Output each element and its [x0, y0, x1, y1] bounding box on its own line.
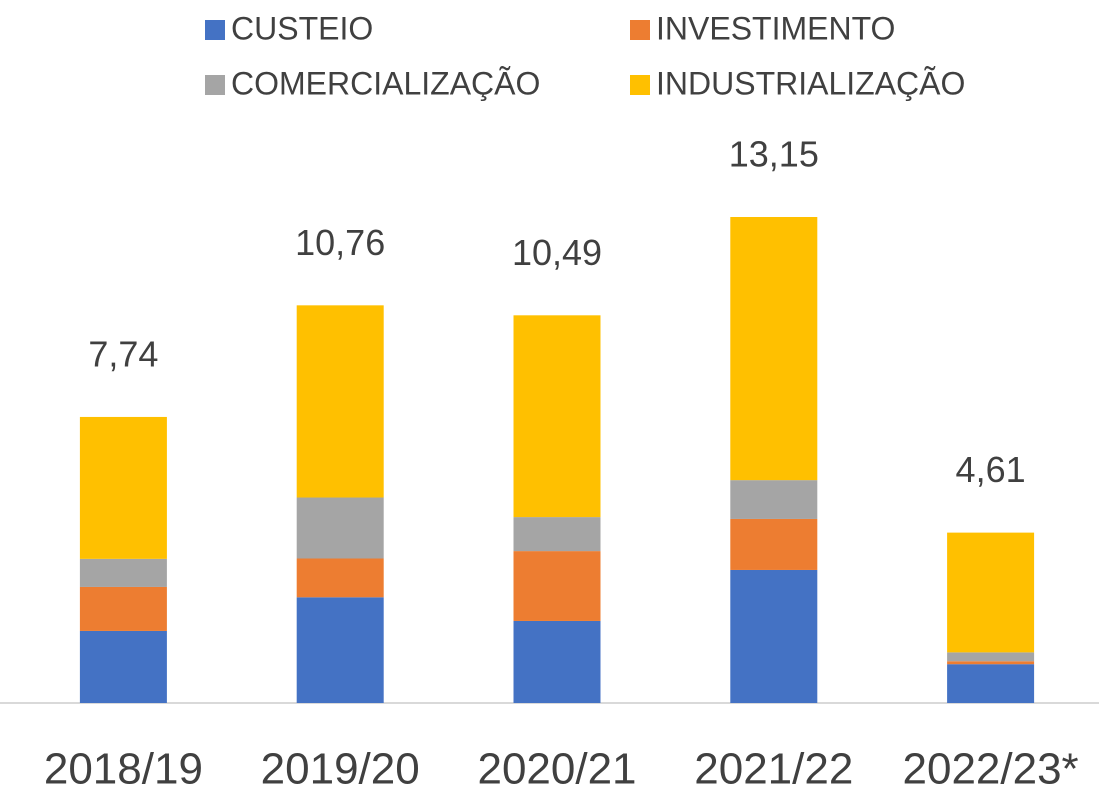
bar-segment — [79, 416, 167, 559]
x-tick-label: 2022/23* — [903, 745, 1079, 790]
x-tick-label: 2020/21 — [477, 745, 636, 790]
legend-label: CUSTEIO — [231, 10, 373, 46]
bar-segment — [296, 305, 384, 498]
bar-segment — [513, 551, 601, 621]
legend-swatch — [630, 20, 650, 40]
legend-label: INVESTIMENTO — [656, 10, 895, 46]
bar-segment — [730, 217, 818, 481]
total-label: 13,15 — [729, 134, 819, 175]
bar-segment — [296, 597, 384, 703]
bar-segment — [513, 315, 601, 518]
total-label: 10,76 — [295, 222, 385, 263]
x-tick-label: 2021/22 — [694, 745, 853, 790]
bar-segment — [730, 518, 818, 570]
legend-swatch — [630, 75, 650, 95]
bar-segment — [296, 497, 384, 559]
legend-swatch — [205, 20, 225, 40]
total-label: 4,61 — [956, 449, 1026, 490]
bar-segment — [947, 652, 1035, 662]
x-tick-label: 2018/19 — [44, 745, 203, 790]
x-tick-label: 2019/20 — [261, 745, 420, 790]
bar-segment — [79, 586, 167, 631]
legend-swatch — [205, 75, 225, 95]
bar-segment — [947, 532, 1035, 653]
bar-segment — [947, 661, 1035, 665]
bar-segment — [730, 480, 818, 519]
bar-segment — [947, 664, 1035, 703]
bar-segment — [296, 558, 384, 598]
bar-segment — [79, 630, 167, 703]
bar-segment — [513, 517, 601, 552]
bar-segment — [79, 558, 167, 587]
legend-label: INDUSTRIALIZAÇÃO — [656, 65, 965, 101]
bar-segment — [513, 620, 601, 703]
total-label: 7,74 — [88, 333, 158, 374]
legend-label: COMERCIALIZAÇÃO — [231, 65, 540, 101]
bar-segment — [730, 569, 818, 703]
total-label: 10,49 — [512, 232, 602, 273]
